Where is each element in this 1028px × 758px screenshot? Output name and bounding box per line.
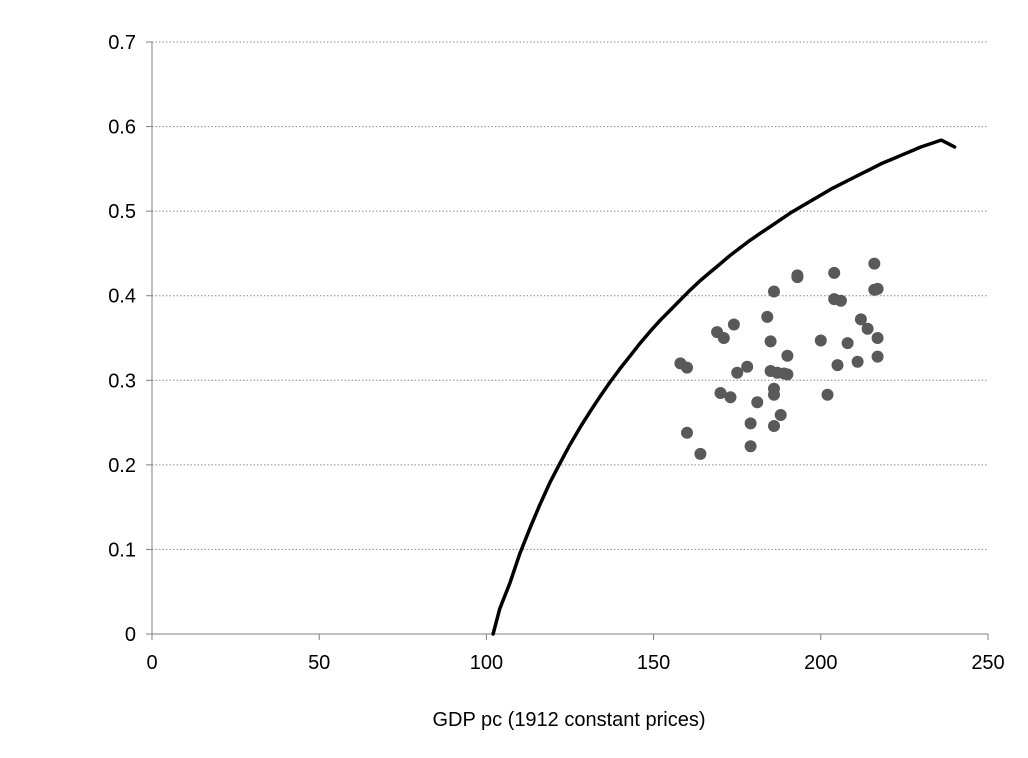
- x-tick-label: 100: [470, 652, 503, 674]
- y-tick-label: 0.6: [108, 117, 136, 139]
- scatter-point: [764, 335, 777, 348]
- y-tick-label: 0.7: [108, 32, 136, 54]
- y-tick-label: 0.3: [108, 370, 136, 392]
- x-tick-label: 50: [308, 652, 330, 674]
- scatter-point: [744, 417, 757, 430]
- x-axis-title: GDP pc (1912 constant prices): [432, 709, 705, 731]
- scatter-point: [861, 322, 874, 335]
- ticks: 0 0.1 0.2 0.3 0.4 0.5 0.6 0.7 0 50 100 150 200 250: [108, 32, 1005, 674]
- scatter-point: [854, 313, 867, 326]
- y-tick-label: 0.5: [108, 201, 136, 223]
- scatter-point: [724, 391, 737, 404]
- scatter-point: [717, 332, 730, 344]
- x-tick-label: 0: [146, 652, 157, 674]
- scatter-point: [828, 266, 841, 279]
- scatter-point: [741, 360, 754, 373]
- scatter-point: [681, 426, 693, 439]
- scatter-point: [744, 440, 757, 453]
- x-tick-label: 200: [804, 652, 837, 674]
- scatter-point: [821, 388, 834, 401]
- scatter-point: [871, 332, 884, 344]
- scatter-point: [714, 387, 727, 399]
- scatter-point: [681, 361, 693, 374]
- y-tick-label: 0.2: [108, 455, 136, 477]
- y-tick-label: 0.1: [108, 539, 136, 561]
- scatter-point: [751, 396, 764, 409]
- scatter-point: [851, 355, 864, 368]
- y-tick-label: 0.4: [108, 286, 136, 308]
- x-tick-label: 150: [637, 652, 670, 674]
- scatter-point: [768, 285, 780, 298]
- scatter-point: [871, 350, 884, 363]
- scatter-point: [761, 310, 774, 323]
- scatter-point: [814, 334, 827, 347]
- scatter-point: [831, 359, 844, 372]
- scatter-point: [768, 382, 780, 395]
- scatter-point: [774, 409, 787, 421]
- scatter-point: [781, 349, 794, 362]
- scatter-point: [781, 368, 794, 381]
- scatter-point: [768, 420, 780, 432]
- scatter-point: [868, 257, 881, 270]
- scatter-point: [731, 366, 744, 379]
- x-tick-label: 250: [971, 652, 1004, 674]
- scatter-point: [871, 282, 884, 295]
- scatter-point: [791, 271, 804, 284]
- frontier-curve: [491, 138, 957, 636]
- axes: [146, 41, 989, 640]
- series: [491, 138, 957, 636]
- y-tick-label: 0: [125, 624, 136, 646]
- scatter-point: [727, 318, 740, 331]
- scatter-point: [834, 294, 847, 307]
- scatter-point: [841, 337, 854, 350]
- scatter-point: [694, 447, 707, 460]
- grid: [152, 41, 988, 550]
